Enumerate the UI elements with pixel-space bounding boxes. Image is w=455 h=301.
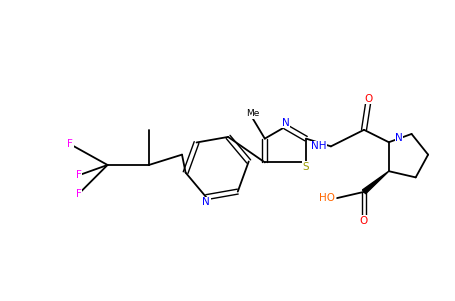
Text: O: O	[360, 216, 368, 226]
Text: N: N	[395, 133, 403, 143]
Text: O: O	[364, 94, 372, 104]
Text: N: N	[202, 197, 210, 207]
Polygon shape	[363, 171, 389, 194]
Text: S: S	[303, 162, 309, 172]
Text: F: F	[76, 170, 81, 180]
Text: HO: HO	[319, 193, 335, 203]
Text: Me: Me	[246, 109, 259, 118]
Text: F: F	[67, 139, 73, 149]
Text: NH: NH	[311, 141, 327, 151]
Text: N: N	[282, 118, 289, 128]
Text: F: F	[76, 189, 81, 199]
